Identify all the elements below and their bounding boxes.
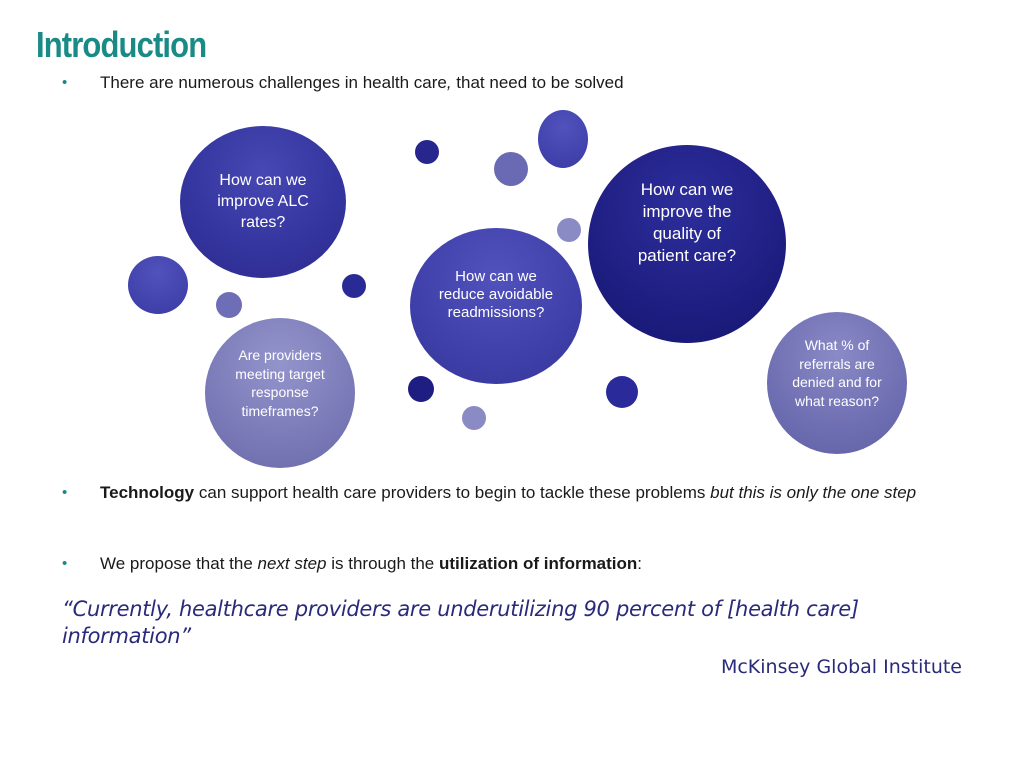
bullet-text: We propose that the next step is through… (100, 553, 642, 574)
bubble-referrals-denied: What % of referrals are denied and for w… (767, 312, 907, 454)
decorative-circle (538, 110, 588, 168)
decorative-circle (462, 406, 486, 430)
decorative-circle (415, 140, 439, 164)
decorative-circle (606, 376, 638, 408)
bullet-text: Technology can support health care provi… (100, 482, 916, 503)
decorative-circle (557, 218, 581, 242)
bullet-marker: • (62, 484, 68, 501)
decorative-circle (494, 152, 528, 186)
bubble-text: What % of referrals are denied and for w… (792, 337, 882, 409)
text-segment: can support health care providers to beg… (194, 483, 711, 502)
text-segment: that need to be solved (451, 73, 624, 92)
decorative-circle (408, 376, 434, 402)
text-segment: : (637, 554, 643, 573)
bubble-text: How can we reduce avoidable readmissions… (438, 268, 554, 321)
text-segment: We propose that the (100, 554, 258, 573)
bubble-readmissions: How can we reduce avoidable readmissions… (410, 228, 582, 384)
bubble-response-timeframes: Are providers meeting target response ti… (205, 318, 355, 468)
text-segment: is through the (326, 554, 439, 573)
text-segment: , (446, 73, 452, 92)
bubble-text: Are providers meeting target response ti… (235, 347, 325, 419)
text-segment: but this is only the one step (710, 483, 917, 502)
bubble-text: How can we improve ALC rates? (217, 172, 309, 231)
decorative-circle (342, 274, 366, 298)
bullet-text: There are numerous challenges in health … (100, 72, 624, 93)
quote-attribution: McKinsey Global Institute (720, 656, 962, 678)
bullet-marker: • (62, 74, 68, 91)
text-segment: There are numerous challenges in health … (100, 73, 447, 92)
bullet-marker: • (62, 555, 68, 572)
bubble-text: How can we improve the quality of patien… (637, 180, 737, 265)
bubble-quality-of-care: How can we improve the quality of patien… (588, 145, 786, 343)
decorative-circle (128, 256, 188, 314)
text-segment: Technology (100, 483, 195, 502)
text-segment: utilization of information (438, 554, 638, 573)
quote-text: “Currently, healthcare providers are und… (62, 597, 859, 648)
decorative-circle (216, 292, 242, 318)
question-bubbles: How can we improve ALC rates? How can we… (128, 110, 907, 468)
text-segment: next step (257, 554, 327, 573)
bubble-alc-rates: How can we improve ALC rates? (180, 126, 346, 278)
slide-title: Introduction (36, 24, 207, 65)
